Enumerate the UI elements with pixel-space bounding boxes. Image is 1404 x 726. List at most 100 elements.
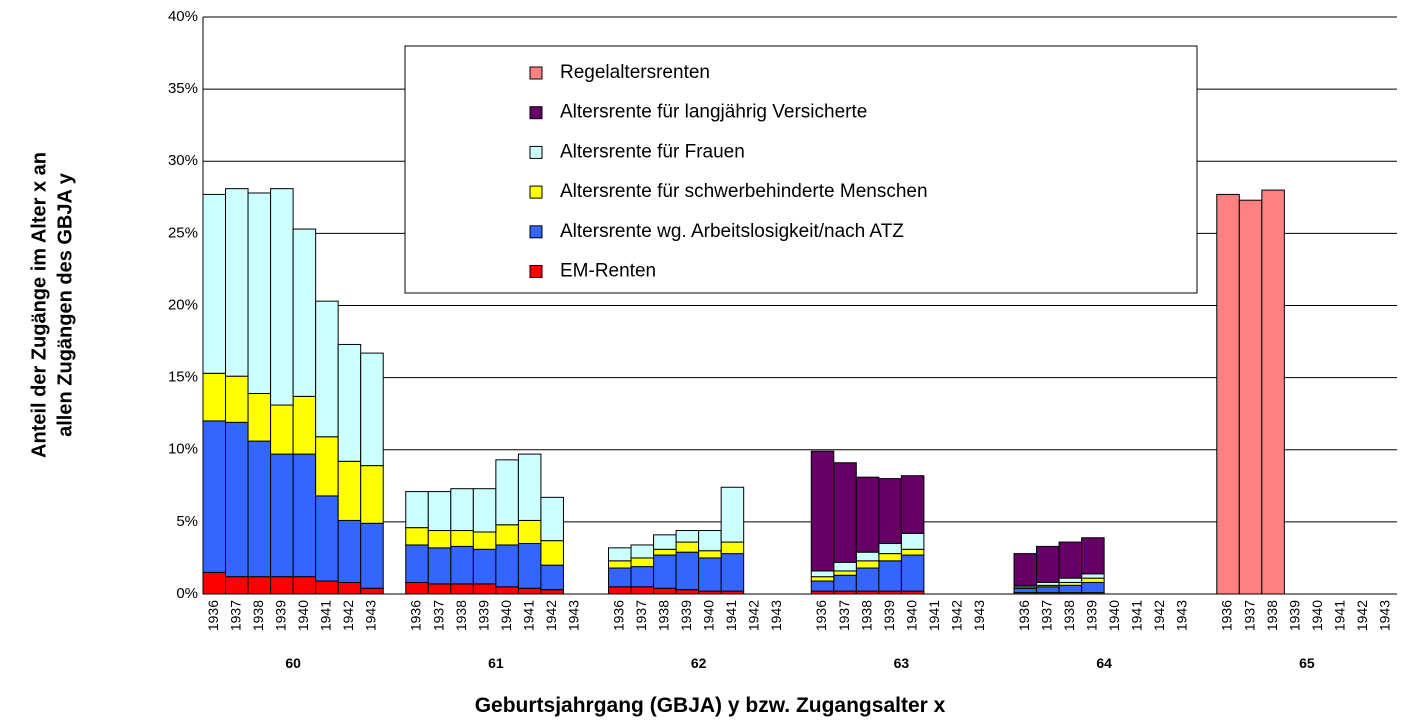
bar-segment [315,580,339,595]
x-tick-label: 1941 [723,600,739,631]
bar-segment [225,375,249,423]
bar-segment [472,583,497,595]
bar-segment [608,567,632,588]
x-tick-label: 1940 [1106,600,1122,631]
bar-segment [517,587,542,595]
x-tick-label: 1939 [1084,600,1100,631]
bar-segment [675,589,700,595]
bar-segment [608,586,632,595]
x-tick-label: 1943 [363,600,379,631]
bar-segment [427,583,452,595]
legend-swatch [529,66,543,80]
bar-segment [225,576,249,595]
bar-segment [630,586,655,595]
bar-segment [202,571,227,595]
x-tick-label: 1940 [1309,600,1325,631]
x-tick-label: 1938 [656,600,672,631]
bar-segment [405,491,429,529]
bar-segment [1081,573,1105,579]
bar-segment [337,519,362,583]
x-tick-label: 1936 [408,600,424,631]
bar-segment [878,543,902,555]
y-tick-label: 35% [168,80,198,97]
legend-label: EM-Renten [560,261,656,282]
bar-segment [810,450,835,572]
bar-segment [698,550,722,559]
bar-segment [495,459,519,526]
bar-segment [675,530,700,543]
bar-segment [1081,537,1105,575]
bar-segment [810,576,835,582]
group-label: 61 [488,655,504,671]
bar-segment [608,547,632,562]
x-tick-label: 1942 [340,600,356,631]
bar-segment [720,553,745,592]
x-tick-label: 1937 [1039,600,1055,631]
bar-segment [720,486,745,543]
group-label: 65 [1299,655,1315,671]
bar-segment [315,436,339,497]
x-tick-label: 1941 [1331,600,1347,631]
bar-segment [405,581,429,595]
bar-segment [292,395,317,455]
bar-segment [472,548,497,585]
bar-segment [900,554,925,592]
bar-segment [698,557,722,592]
bar-segment [315,300,339,438]
x-tick-label: 1939 [273,600,289,631]
bar-segment [270,576,294,595]
bar-segment [653,548,677,556]
bar-segment [855,567,880,592]
bar-segment [202,193,227,374]
bar-segment [450,583,474,595]
bar-segment [1036,586,1060,594]
bar-segment [450,488,474,532]
y-tick-label: 15% [168,369,198,386]
x-tick-label: 1942 [948,600,964,631]
bar-segment [900,475,925,534]
x-tick-label: 1938 [858,600,874,631]
bar-segment [315,495,339,582]
x-tick-label: 1939 [678,600,694,631]
bar-segment [360,352,384,467]
y-tick-label: 0% [176,585,198,602]
bar-segment [1058,577,1083,583]
bar-segment [360,522,384,589]
bar-segment [855,551,880,562]
bar-segment [472,488,497,533]
x-tick-label: 1940 [903,600,919,631]
x-tick-label: 1936 [813,600,829,631]
bar-segment [1081,581,1105,594]
x-tick-label: 1937 [430,600,446,631]
bar-segment [270,453,294,578]
legend-box [404,45,1198,294]
x-tick-label: 1936 [1219,600,1235,631]
x-tick-label: 1943 [971,600,987,631]
bar-segment [427,491,452,532]
x-tick-label: 1937 [633,600,649,631]
bar-segment [675,551,700,591]
legend-label: Regelaltersrenten [560,62,710,83]
bar-segment [810,570,835,578]
bar-segment [292,576,317,595]
bar-segment [878,478,902,545]
bar-segment [405,527,429,546]
bar-segment [855,560,880,569]
group-label: 60 [285,655,301,671]
x-tick-label: 1939 [881,600,897,631]
bar-segment [337,460,362,521]
bar-segment [540,540,564,566]
bar-segment [337,581,362,595]
y-tick-label: 30% [168,152,198,169]
bar-segment [247,440,272,578]
x-tick-label: 1942 [746,600,762,631]
x-tick-label: 1943 [1174,600,1190,631]
legend-label: Altersrente für Frauen [560,141,745,162]
bar-segment [270,404,294,455]
bar-segment [608,560,632,569]
x-tick-label: 1936 [1016,600,1032,631]
x-tick-label: 1939 [475,600,491,631]
bar-segment [247,576,272,595]
bar-segment [225,421,249,578]
